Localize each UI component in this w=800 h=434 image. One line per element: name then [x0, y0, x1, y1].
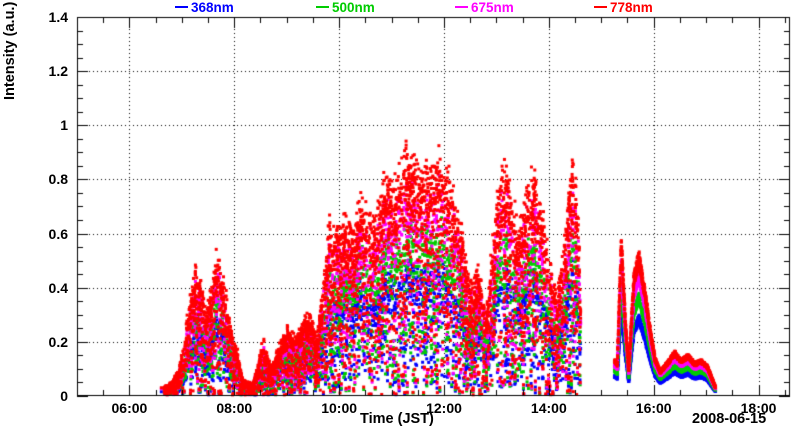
y-axis-tick-label: 0.4 — [48, 279, 68, 296]
x-axis-tick-label: 10:00 — [321, 400, 358, 416]
x-axis-tick-label: 16:00 — [635, 400, 672, 416]
x-axis-tick-label: 18:00 — [740, 400, 777, 416]
y-axis-tick-label: 0 — [60, 388, 68, 404]
y-axis-tick-label: 1.4 — [48, 9, 68, 25]
y-axis-tick-label: 0.2 — [48, 333, 68, 350]
y-axis-tick-label: 1 — [60, 117, 68, 134]
x-axis-title: Time (JST) — [360, 411, 434, 427]
x-axis-tick-label: 06:00 — [111, 400, 148, 416]
y-axis-tick-label: 0.8 — [48, 171, 68, 188]
y-axis-tick-label: 0.6 — [48, 225, 68, 242]
x-axis-tick-label: 14:00 — [530, 400, 567, 416]
date-annotation: 2008-06-15 — [692, 411, 767, 427]
y-axis-tick-label: 1.2 — [48, 63, 68, 80]
x-axis-tick-label: 12:00 — [426, 400, 462, 416]
x-axis-tick-label: 08:00 — [216, 400, 253, 416]
